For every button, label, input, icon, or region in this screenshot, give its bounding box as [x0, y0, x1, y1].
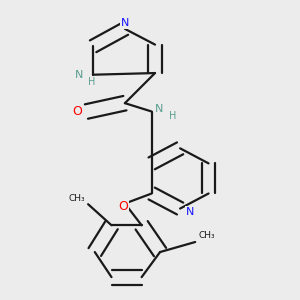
Text: N: N — [155, 104, 163, 114]
Text: N: N — [186, 207, 194, 217]
Text: O: O — [118, 200, 128, 213]
Text: H: H — [88, 77, 95, 87]
Text: O: O — [72, 105, 82, 118]
Text: N: N — [75, 70, 83, 80]
Text: H: H — [169, 110, 176, 121]
Text: CH₃: CH₃ — [68, 194, 85, 202]
Text: CH₃: CH₃ — [199, 231, 215, 240]
Text: N: N — [121, 18, 129, 28]
